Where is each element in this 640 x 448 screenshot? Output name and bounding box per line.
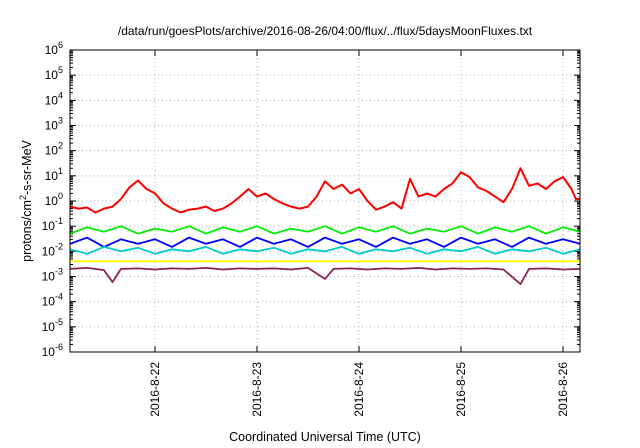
x-axis-label: Coordinated Universal Time (UTC): [229, 430, 421, 444]
y-tick-label: 103: [45, 116, 63, 133]
grid-lines: [70, 50, 580, 352]
y-tick-label: 101: [45, 166, 63, 183]
y-tick-label: 10-1: [42, 216, 63, 233]
x-tick-label: 2016-8-24: [352, 362, 366, 417]
y-axis-ticks: 10-6 10-5 10-4 10-3 10-2 10-1 100 101 102 103 104 1…: [42, 40, 580, 359]
y-axis-label-sup: 2: [18, 195, 28, 200]
x-tick-label: 2016-8-22: [148, 362, 162, 417]
y-tick-label: 10-6: [42, 342, 63, 359]
y-axis-label-main: protons/cm: [20, 200, 34, 262]
series-line-1: [69, 167, 580, 214]
y-tick-label: 10-4: [42, 292, 63, 309]
chart-title: /data/run/goesPlots/archive/2016-08-26/0…: [118, 24, 533, 38]
y-axis-label: protons/cm2-s-sr-MeV: [18, 139, 34, 261]
y-tick-label: 102: [45, 141, 63, 158]
x-tick-label: 2016-8-26: [556, 362, 570, 417]
x-tick-label: 2016-8-25: [454, 362, 468, 417]
series-line-3: [69, 236, 581, 248]
y-tick-label: 105: [45, 65, 63, 82]
y-tick-label: 104: [45, 90, 63, 107]
series-line-6: [69, 266, 581, 286]
y-tick-label: 10-3: [42, 267, 63, 284]
plot-frame: [69, 49, 581, 353]
y-tick-label: 100: [45, 191, 63, 208]
y-tick-label: 10-2: [42, 241, 63, 258]
series-line-2: [69, 225, 581, 235]
y-tick-label: 106: [45, 40, 63, 57]
y-axis-label-rest: -s-sr-MeV: [20, 139, 34, 195]
y-tick-label: 10-5: [42, 317, 63, 334]
series-line-4: [69, 245, 581, 255]
x-axis-ticks: 2016-8-22 2016-8-23 2016-8-24 2016-8-25 2016…: [148, 50, 570, 417]
series-lines: [69, 167, 581, 286]
x-tick-label: 2016-8-23: [250, 362, 264, 417]
